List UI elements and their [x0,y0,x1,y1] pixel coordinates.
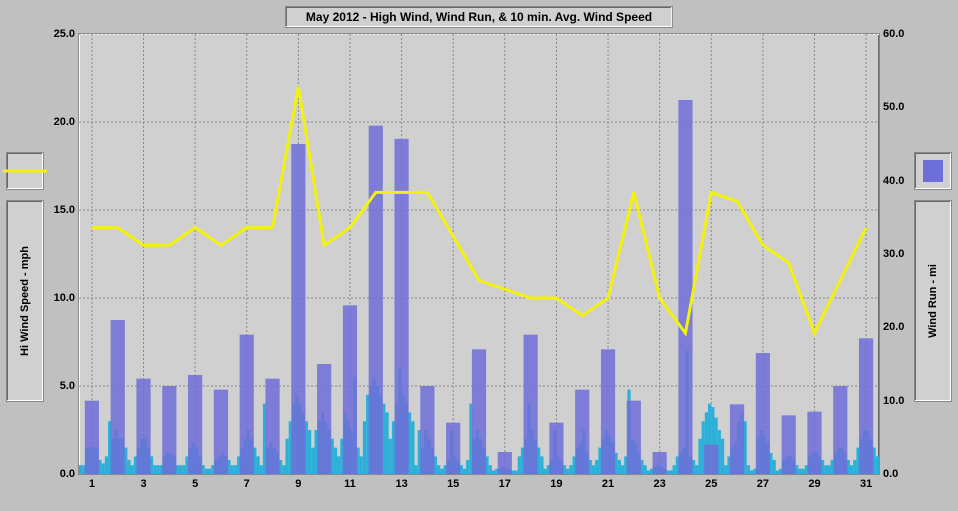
y-tick-right: 10.0 [883,395,904,407]
y-tick-left: 0.0 [60,468,75,480]
x-tick: 3 [140,478,146,490]
x-tick: 13 [395,478,407,490]
y-tick-right: 20.0 [883,321,904,333]
chart-plot-area: 0.05.010.015.020.025.00.010.020.030.040.… [78,33,880,475]
chart-title-text: May 2012 - High Wind, Wind Run, & 10 min… [306,10,652,24]
x-tick: 7 [244,478,250,490]
right-axis-label-text: Wind Run - mi [927,264,939,338]
x-tick: 27 [757,478,769,490]
y-tick-right: 40.0 [883,175,904,187]
x-tick: 19 [550,478,562,490]
x-tick: 5 [192,478,198,490]
x-tick: 9 [295,478,301,490]
y-tick-right: 0.0 [883,468,898,480]
left-axis-label-box: Hi Wind Speed - mph [6,200,44,402]
legend-line-swatch [6,152,44,190]
y-tick-right: 50.0 [883,101,904,113]
x-tick: 1 [89,478,95,490]
x-tick: 29 [808,478,820,490]
y-tick-left: 20.0 [54,116,75,128]
y-tick-left: 5.0 [60,380,75,392]
chart-title: May 2012 - High Wind, Wind Run, & 10 min… [285,6,673,28]
y-tick-right: 60.0 [883,28,904,40]
x-tick: 17 [499,478,511,490]
y-tick-left: 15.0 [54,204,75,216]
x-tick: 25 [705,478,717,490]
y-tick-left: 25.0 [54,28,75,40]
x-tick: 11 [344,478,356,490]
y-tick-right: 30.0 [883,248,904,260]
x-tick: 21 [602,478,614,490]
right-axis-label-box: Wind Run - mi [914,200,952,402]
x-tick: 31 [860,478,872,490]
left-axis-label-text: Hi Wind Speed - mph [19,246,31,356]
x-tick: 15 [447,478,459,490]
legend-bar-swatch [914,152,952,190]
y-tick-left: 10.0 [54,292,75,304]
x-tick: 23 [654,478,666,490]
